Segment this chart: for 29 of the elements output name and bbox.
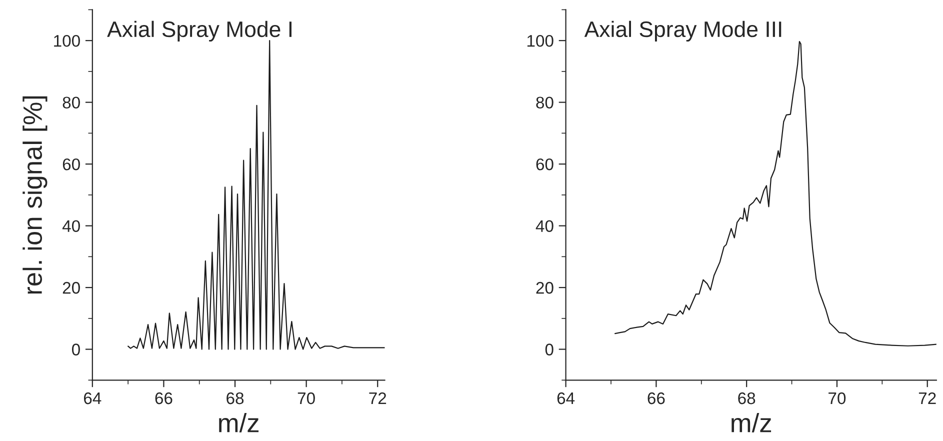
y-tick-label: 20	[62, 282, 80, 294]
x-tick-label: 72	[369, 392, 386, 404]
y-tick-label: 100	[54, 34, 80, 47]
y-axis-title: rel. ion signal [%]	[22, 96, 48, 294]
y-tick-label: 80	[62, 96, 80, 109]
y-tick-label: 100	[527, 34, 554, 47]
x-tick-label: 66	[155, 392, 172, 404]
x-tick-label: 70	[298, 392, 315, 404]
x-tick-label: 64	[84, 392, 102, 404]
x-tick-label: 68	[226, 392, 244, 404]
y-tick-label: 0	[72, 344, 80, 356]
x-axis-title: m/z	[219, 413, 259, 432]
x-tick-label: 70	[828, 392, 846, 404]
line-series	[128, 40, 385, 350]
line-series	[614, 40, 936, 346]
y-tick-label: 60	[536, 158, 554, 170]
y-tick-label: 60	[62, 158, 80, 170]
chart-title: Axial Spray Mode III	[584, 20, 782, 42]
x-tick-label: 72	[918, 392, 936, 404]
chart-title: Axial Spray Mode I	[107, 20, 292, 42]
y-tick-label: 80	[536, 96, 554, 109]
y-tick-label: 40	[536, 220, 554, 232]
x-tick-label: 68	[738, 392, 756, 404]
y-tick-label: 40	[62, 220, 80, 232]
x-tick-label: 66	[648, 392, 665, 404]
y-tick-label: 0	[545, 344, 554, 356]
y-tick-label: 20	[536, 282, 554, 294]
x-tick-label: 64	[557, 392, 575, 404]
x-axis-title: m/z	[732, 413, 772, 432]
